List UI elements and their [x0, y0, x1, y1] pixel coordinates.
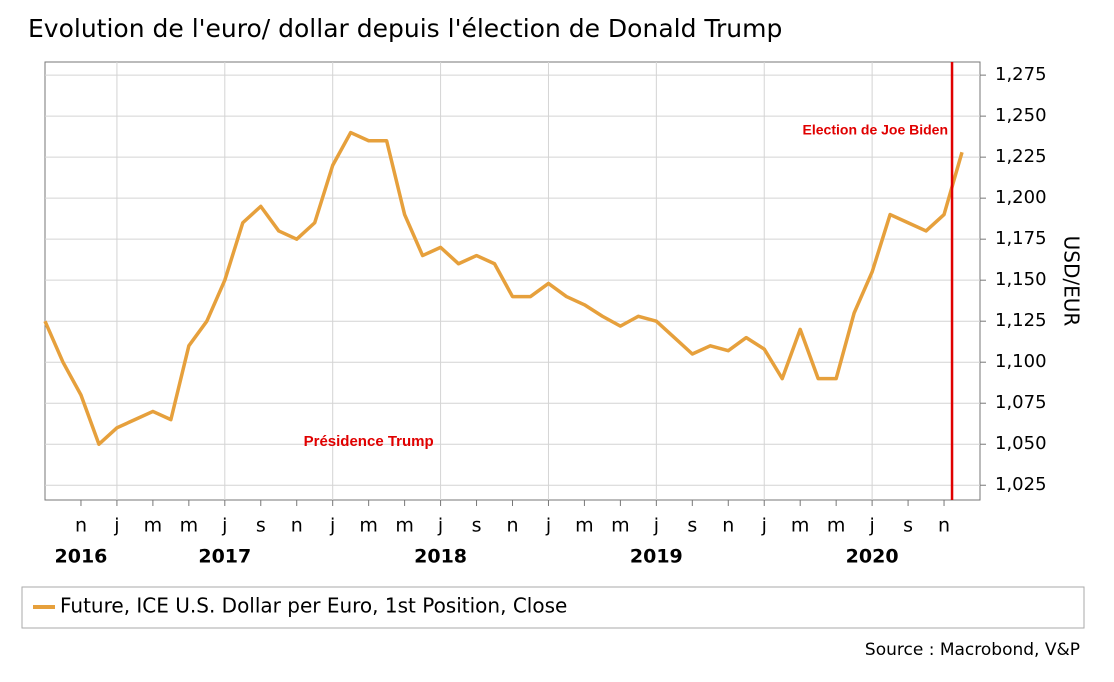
y-tick-label: 1,100 [995, 351, 1047, 372]
series-line [43, 130, 964, 446]
x-tick-label: n [75, 515, 87, 537]
x-tick-label: j [113, 515, 119, 537]
y-axis-label: USD/EUR [1060, 236, 1084, 327]
x-tick-label: n [506, 515, 518, 537]
x-tick-label: m [611, 515, 630, 537]
x-tick-label: j [761, 515, 767, 537]
annotation: Election de Joe Biden [803, 122, 948, 138]
year-label: 2018 [414, 546, 467, 568]
chart-title: Evolution de l'euro/ dollar depuis l'éle… [28, 14, 782, 43]
x-tick-label: m [359, 515, 378, 537]
x-tick-label: j [437, 515, 443, 537]
y-tick-label: 1,150 [995, 269, 1047, 290]
x-tick-label: m [827, 515, 846, 537]
x-tick-label: s [687, 515, 697, 537]
x-tick-label: n [291, 515, 303, 537]
x-tick-label: j [653, 515, 659, 537]
source: Source : Macrobond, V&P [865, 640, 1080, 660]
legend-label: Future, ICE U.S. Dollar per Euro, 1st Po… [60, 594, 567, 618]
x-tick-label: j [868, 515, 874, 537]
y-tick-label: 1,125 [995, 310, 1047, 331]
y-tick-label: 1,075 [995, 392, 1047, 413]
y-tick-label: 1,050 [995, 433, 1047, 454]
x-tick-label: n [722, 515, 734, 537]
annotation: Présidence Trump [304, 433, 434, 450]
y-tick-label: 1,025 [995, 474, 1047, 495]
x-tick-label: n [938, 515, 950, 537]
year-label: 2019 [630, 546, 683, 568]
x-tick-label: j [329, 515, 335, 537]
y-tick-label: 1,275 [995, 64, 1047, 85]
y-tick-label: 1,200 [995, 187, 1047, 208]
x-tick-label: s [472, 515, 482, 537]
year-label: 2016 [55, 546, 108, 568]
year-label: 2020 [846, 546, 899, 568]
x-tick-label: m [575, 515, 594, 537]
y-tick-label: 1,250 [995, 105, 1047, 126]
x-tick-label: m [144, 515, 163, 537]
x-tick-label: m [180, 515, 199, 537]
x-tick-label: j [221, 515, 227, 537]
x-tick-label: m [791, 515, 810, 537]
y-tick-label: 1,175 [995, 228, 1047, 249]
x-tick-label: s [256, 515, 266, 537]
legend-box [21, 586, 1085, 629]
x-tick-label: j [545, 515, 551, 537]
x-tick-label: m [395, 515, 414, 537]
y-tick-label: 1,225 [995, 146, 1047, 167]
x-tick-label: s [903, 515, 913, 537]
year-label: 2017 [198, 546, 251, 568]
